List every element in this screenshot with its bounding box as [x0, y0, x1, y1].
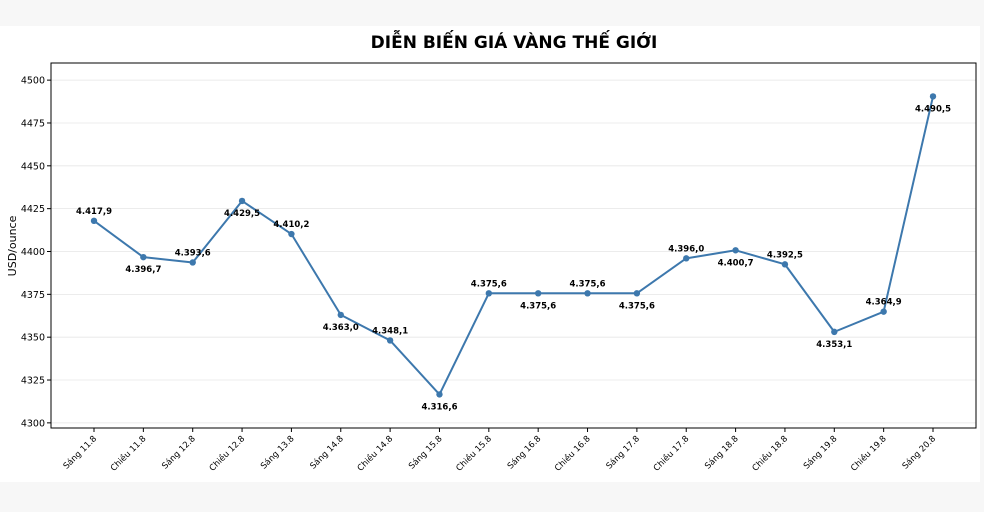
data-point — [288, 230, 295, 238]
data-markers — [90, 93, 937, 398]
x-tick-label: Chiều 19.8 — [849, 433, 889, 473]
x-tick-label: Chiều 17.8 — [651, 433, 691, 473]
y-tick-label: 4400 — [21, 247, 45, 258]
data-point — [534, 290, 542, 297]
y-tick-label: 4425 — [21, 204, 45, 215]
x-tick-label: Chiều 12.8 — [207, 433, 247, 473]
x-tick-label: Sáng 11.8 — [62, 434, 99, 471]
y-axis-label: USD/ounce — [6, 215, 19, 276]
x-tick-label: Chiều 15.8 — [454, 433, 494, 473]
data-point — [929, 93, 937, 100]
data-point — [189, 259, 196, 266]
data-label: 4.348,1 — [372, 326, 408, 336]
data-label: 4.363,0 — [323, 323, 359, 333]
data-point — [140, 253, 147, 261]
x-tick-label: Sáng 15.8 — [407, 434, 444, 471]
x-tick-label: Chiều 14.8 — [355, 433, 395, 473]
chart-title: DIỄN BIẾN GIÁ VÀNG THẾ GIỚI — [371, 28, 658, 53]
data-label: 4.353,1 — [816, 340, 852, 350]
data-point — [633, 290, 641, 297]
x-tick-label: Sáng 17.8 — [605, 434, 642, 471]
y-tick-label: 4450 — [21, 161, 45, 172]
data-point — [880, 308, 887, 315]
x-tick-label: Chiều 11.8 — [108, 433, 148, 473]
chart-panel: DIỄN BIẾN GIÁ VÀNG THẾ GIỚI USD/ounce 43… — [0, 26, 980, 482]
x-tick-label: Sáng 16.8 — [506, 434, 543, 471]
data-label: 4.375,6 — [471, 279, 507, 289]
y-axis: 4300 4325 4350 4375 4400 4425 4450 4475 4500 — [21, 76, 51, 429]
data-label: 4.410,2 — [273, 220, 309, 230]
data-point — [584, 290, 591, 297]
data-point — [386, 337, 394, 344]
data-label: 4.375,6 — [619, 301, 655, 311]
data-label: 4.490,5 — [915, 104, 951, 114]
y-tick-label: 4300 — [21, 418, 45, 429]
data-label: 4.316,6 — [421, 402, 457, 412]
y-tick-label: 4375 — [21, 290, 45, 301]
data-label: 4.364,9 — [866, 298, 902, 308]
data-label: 4.400,7 — [718, 258, 754, 268]
data-label: 4.393,6 — [175, 248, 211, 258]
data-point — [683, 255, 690, 262]
plot-frame — [50, 62, 977, 429]
data-label: 4.396,0 — [668, 244, 704, 254]
x-tick-label: Sáng 18.8 — [703, 434, 740, 471]
grid — [51, 79, 976, 424]
data-label: 4.392,5 — [767, 250, 803, 260]
data-labels: 4.417,9 4.396,7 4.393,6 4.429,5 4.410,2 4.363… — [76, 104, 951, 412]
x-tick-label: Sáng 12.8 — [160, 434, 197, 471]
x-axis: Sáng 11.8 Chiều 11.8 Sáng 12.8 Chiều 12.8 Sá… — [62, 428, 938, 474]
data-point — [732, 247, 739, 254]
data-label: 4.429,5 — [224, 209, 260, 219]
data-point — [485, 290, 493, 297]
data-point — [238, 197, 246, 205]
data-point — [781, 261, 789, 268]
data-point — [337, 311, 344, 319]
y-tick-label: 4350 — [21, 333, 45, 344]
series-line — [93, 96, 934, 396]
data-label: 4.375,6 — [520, 301, 556, 311]
data-point — [90, 217, 98, 225]
data-point — [436, 391, 443, 398]
y-tick-label: 4500 — [21, 76, 45, 87]
x-tick-label: Sáng 14.8 — [308, 434, 345, 471]
y-tick-label: 4325 — [21, 376, 45, 387]
x-tick-label: Sáng 19.8 — [802, 434, 839, 471]
data-label: 4.396,7 — [125, 265, 161, 275]
x-tick-label: Sáng 20.8 — [901, 434, 938, 471]
data-label: 4.417,9 — [76, 207, 112, 217]
data-point — [831, 328, 838, 336]
data-label: 4.375,6 — [570, 279, 606, 289]
y-tick-label: 4475 — [21, 118, 45, 129]
x-tick-label: Chiều 18.8 — [750, 433, 790, 473]
x-tick-label: Chiều 16.8 — [552, 433, 592, 473]
line-chart: DIỄN BIẾN GIÁ VÀNG THẾ GIỚI USD/ounce 43… — [6, 28, 977, 474]
x-tick-label: Sáng 13.8 — [259, 434, 296, 471]
